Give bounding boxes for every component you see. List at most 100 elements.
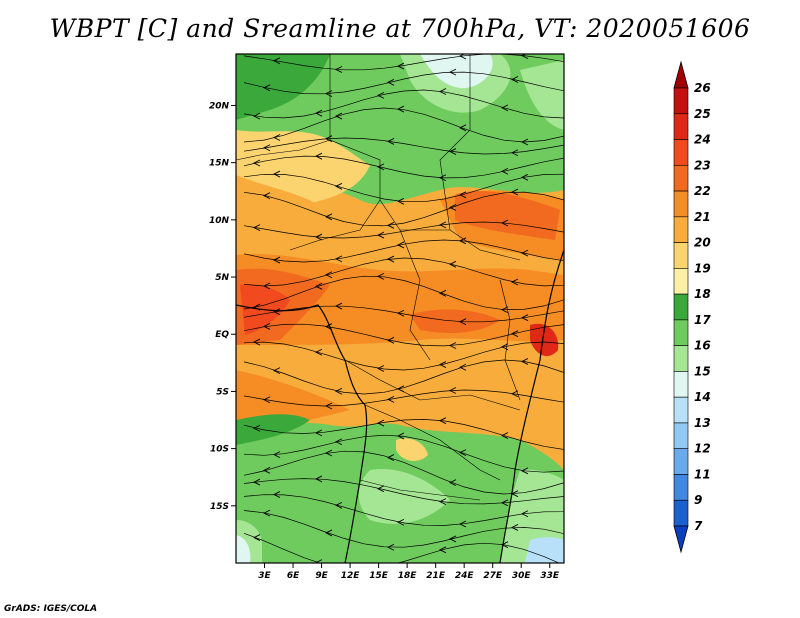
colorbar-segment <box>673 474 689 501</box>
streamline-arrow <box>334 302 343 310</box>
streamline-arrow <box>314 429 323 437</box>
streamline <box>243 434 564 473</box>
colorbar-label: 24 <box>694 133 711 147</box>
streamline-arrow <box>386 78 395 86</box>
colorbar-segment <box>673 216 689 243</box>
colorbar-segment <box>673 164 689 192</box>
streamline-arrow <box>458 191 467 199</box>
colorbar-segment <box>673 319 689 346</box>
streamline-arrow <box>272 308 281 316</box>
streamline-arrow <box>272 451 281 459</box>
streamline-arrow <box>262 396 271 404</box>
lon-label: 18E <box>398 571 418 581</box>
colorbar-label: 9 <box>694 493 702 507</box>
streamline <box>243 155 564 179</box>
field-south-19-20 <box>396 438 428 462</box>
streamline-arrow <box>324 213 333 221</box>
streamline-arrow <box>396 62 405 70</box>
streamline-arrow <box>324 529 333 537</box>
streamline-arrow <box>458 449 467 457</box>
streamline-arrow <box>396 197 405 205</box>
streamline-arrow <box>252 534 261 541</box>
streamline-arrow <box>324 402 333 410</box>
streamline-arrow <box>510 188 519 196</box>
streamline-arrow <box>272 57 281 65</box>
colorbar-segment <box>673 345 689 372</box>
streamline-arrow <box>262 144 271 152</box>
colorbar-label: 18 <box>694 287 711 301</box>
streamline-arrow <box>500 104 509 112</box>
streamline-arrow <box>510 149 519 157</box>
colorbar-segment <box>673 448 689 475</box>
colorbar-segment <box>673 422 689 450</box>
map-frame <box>235 53 565 564</box>
field-sw-21-22 <box>236 370 350 430</box>
streamline-arrow <box>386 543 395 551</box>
streamline-arrow <box>458 318 467 326</box>
lon-label: 27E <box>483 571 503 581</box>
streamline-arrow <box>500 167 509 175</box>
streamline-arrow <box>448 204 457 211</box>
streamline-arrow <box>262 466 271 474</box>
colorbar-label: 7 <box>694 519 703 533</box>
streamline-arrow <box>438 361 447 368</box>
colorbar-label: 23 <box>694 158 711 172</box>
streamline-arrow <box>376 485 385 493</box>
streamline <box>243 389 564 407</box>
streamline-arrow <box>500 343 509 351</box>
colorbar-label: 14 <box>694 390 711 404</box>
streamline-arrow <box>262 509 271 517</box>
streamline-arrow <box>262 323 271 330</box>
colorbar-segment <box>673 371 689 398</box>
colorbar-label: 19 <box>694 261 711 275</box>
streamline-arrow <box>334 501 343 509</box>
streamline-arrow <box>272 367 281 375</box>
streamline-arrow <box>438 174 447 182</box>
streamline-arrow <box>376 231 385 239</box>
streamline-arrow <box>510 524 519 531</box>
streamline <box>243 107 564 143</box>
streamline-arrow <box>376 272 385 280</box>
streamline <box>243 341 564 371</box>
lat-label: 20N <box>209 101 230 111</box>
streamline-arrow <box>272 134 281 141</box>
axis-ticks: 20N 15N 10N 5N EQ 5S 10S 15S 3E 6E 9E 12E 15E 18E 21E 2… <box>209 101 560 581</box>
streamlines <box>243 54 564 563</box>
streamline-arrow <box>334 112 343 120</box>
lat-label: 10N <box>209 216 230 226</box>
colorbar-label: 22 <box>694 184 711 198</box>
streamline-arrow <box>272 491 281 498</box>
colorbar-label: 17 <box>694 313 711 327</box>
colorbar-segment <box>673 268 689 295</box>
streamline-arrow <box>262 282 271 290</box>
chart-title: WBPT [C] and Sreamline at 700hPa, VT: 20… <box>49 14 751 43</box>
colorbar-segment <box>673 113 689 140</box>
streamline-arrow <box>500 432 509 439</box>
streamline-arrow <box>520 314 529 322</box>
lon-label: 24E <box>455 571 475 581</box>
lon-label: 6E <box>287 571 300 581</box>
streamline <box>243 510 564 548</box>
streamline <box>243 191 564 227</box>
lon-label: 33E <box>540 571 560 581</box>
streamline-arrow <box>520 249 529 257</box>
streamline-arrow <box>438 221 447 229</box>
streamline-arrow <box>376 419 385 427</box>
streamline-arrow <box>500 499 509 507</box>
colorbar-bottom-arrow <box>673 525 689 554</box>
streamline-arrow <box>314 152 323 160</box>
field-ne-15-16 <box>520 60 564 130</box>
streamline-arrow <box>252 338 261 346</box>
lat-label: 5S <box>216 387 229 397</box>
streamline-arrow <box>376 365 385 372</box>
colorbar-top-arrow <box>673 60 689 89</box>
colorbar-segment <box>673 190 689 218</box>
streamline-arrow <box>396 518 405 526</box>
streamline-arrow <box>448 342 457 349</box>
footer-credit: GrADS: IGES/COLA <box>4 604 98 614</box>
streamline-arrow <box>520 358 529 365</box>
streamline-arrow <box>314 348 323 356</box>
streamline-arrow <box>438 417 447 425</box>
streamline-arrow <box>520 467 529 475</box>
